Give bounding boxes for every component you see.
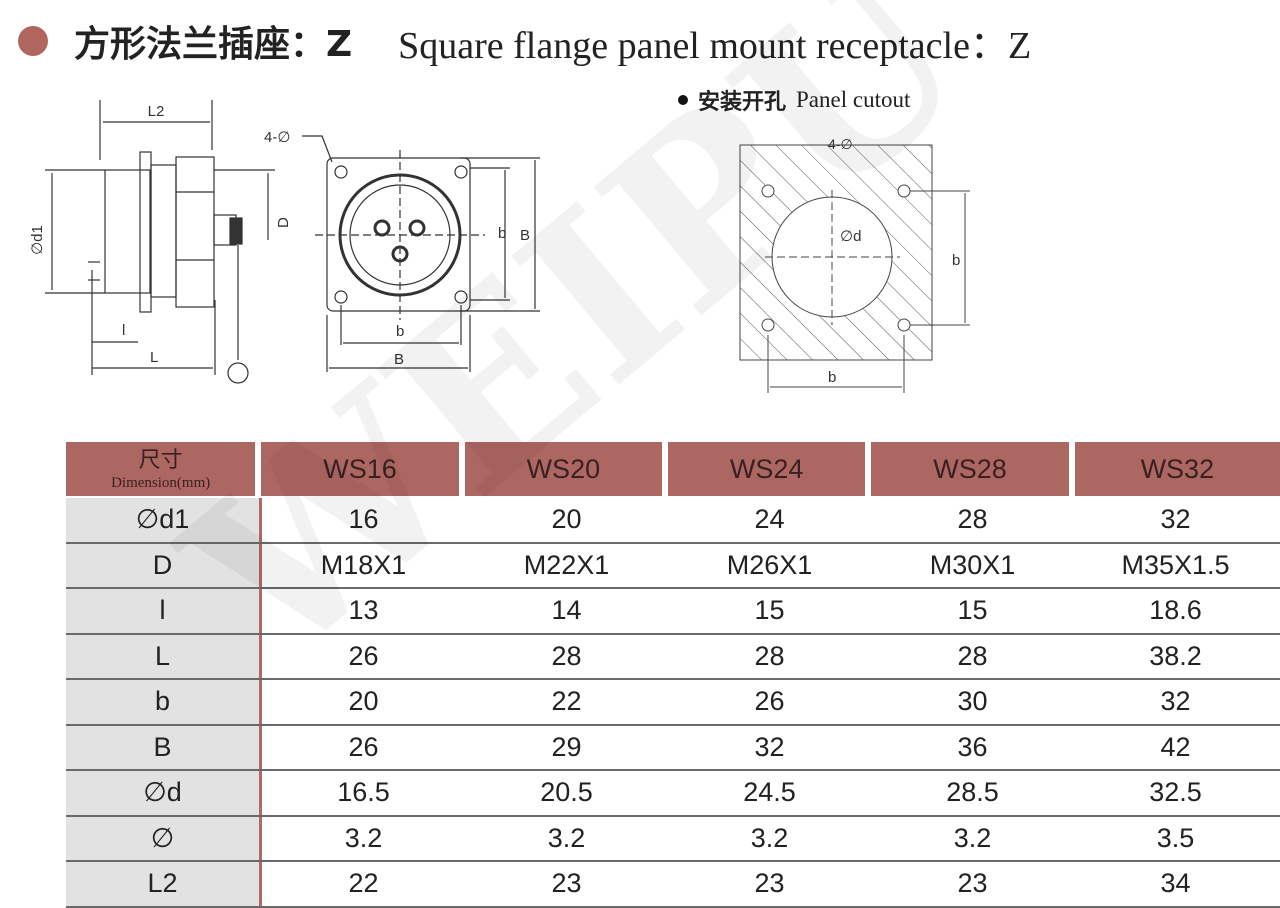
table-cell: 26 [348,640,379,671]
column-header: WS20 [464,442,663,496]
header-dimension-en: Dimension(mm) [111,474,211,491]
column-header: WS32 [1074,442,1280,496]
table-cell: 23 [754,868,785,899]
table-row: ∅d1 16 20 24 28 32 [66,498,1280,544]
row-label: ∅d [66,771,262,815]
table-cell: 3.5 [1156,822,1195,853]
table-cell: 23 [551,868,582,899]
column-header: WS28 [871,442,1069,496]
table-cell: 24 [754,504,785,535]
dimension-table: 尺寸 Dimension(mm) WS16 WS20 WS24 WS28 WS3… [66,442,1280,908]
panel-cutout-drawing: ∅d 4-∅ b b [739,136,970,393]
table-cell: 24.5 [743,777,796,808]
label-B: B [394,351,404,368]
table-cell: M30X1 [929,549,1016,580]
label-L2: L2 [148,103,165,120]
table-cell: M26X1 [726,549,813,580]
label-b: b [396,323,404,340]
label-d1: ∅d1 [29,225,46,255]
cutout-title-english: Panel cutout [796,87,911,112]
table-cell: 32 [754,731,785,762]
label-cutout-b: b [828,369,836,386]
table-cell: 3.2 [547,822,586,853]
table-cell: 28 [754,640,785,671]
table-cell: 28 [957,504,988,535]
title-bullet-icon [18,26,48,56]
table-cell: 3.2 [953,822,992,853]
label-d: ∅d [840,228,861,245]
table-cell: 28 [551,640,582,671]
table-row: B 26 29 32 36 42 [66,725,1280,771]
table-cell: 28.5 [946,777,999,808]
table-cell: 3.2 [750,822,789,853]
table-row: ∅ 3.2 3.2 3.2 3.2 3.5 [66,816,1280,862]
table-cell: 32 [1160,504,1191,535]
table-row: ∅d 16.5 20.5 24.5 28.5 32.5 [66,771,1280,817]
label-l: l [122,322,125,339]
table-cell: 42 [1160,731,1191,762]
table-cell: 38.2 [1149,640,1202,671]
label-b-vertical: b [498,225,506,242]
title-english: Square flange panel mount receptacle：Z [398,24,1032,67]
table-cell: 22 [348,868,379,899]
row-label: l [66,589,262,633]
table-cell: M35X1.5 [1121,549,1230,580]
label-holes: 4-∅ [264,129,290,146]
table-row: D M18X1 M22X1 M26X1 M30X1 M35X1.5 [66,543,1280,589]
label-D: D [275,217,292,228]
table-cell: 32 [1160,686,1191,717]
table-cell: 22 [551,686,582,717]
column-header: WS16 [261,442,459,496]
table-body: ∅d1 16 20 24 28 32 D M18X1 M22X1 M26X1 M30X1 M35X1.… [66,498,1280,908]
row-label: B [66,725,262,769]
row-label: L [66,634,262,678]
table-cell: 15 [957,595,988,626]
row-label: ∅d1 [66,498,262,542]
table-cell: 28 [957,640,988,671]
table-cell: 20 [348,686,379,717]
table-row: L2 22 23 23 23 34 [66,862,1280,908]
header-dimension: 尺寸 Dimension(mm) [66,442,256,496]
row-label: D [66,543,262,587]
table-cell: M18X1 [320,549,407,580]
table-cell: M22X1 [523,549,610,580]
table-header-row: 尺寸 Dimension(mm) WS16 WS20 WS24 WS28 WS3… [66,442,1280,498]
table-cell: 3.2 [344,822,383,853]
label-cutout-holes: 4-∅ [828,136,853,152]
table-cell: 32.5 [1149,777,1202,808]
table-row: b 20 22 26 30 32 [66,680,1280,726]
table-cell: 16 [348,504,379,535]
table-cell: 30 [957,686,988,717]
table-cell: 20.5 [540,777,593,808]
page-title: 方形法兰插座：Z Square flange panel mount recep… [18,14,1031,68]
row-label: L2 [66,862,262,906]
table-cell: 29 [551,731,582,762]
title-chinese: 方形法兰插座：Z [74,24,353,65]
table-cell: 13 [348,595,379,626]
table-cell: 26 [348,731,379,762]
header-dimension-cn: 尺寸 [138,447,183,473]
label-B-vertical: B [520,227,530,244]
table-cell: 26 [754,686,785,717]
table-row: L 26 28 28 28 38.2 [66,634,1280,680]
table-cell: 14 [551,595,582,626]
label-L: L [150,349,158,366]
table-cell: 34 [1160,868,1191,899]
table-cell: 23 [957,868,988,899]
front-view-drawing: 4-∅ b B b B [264,129,540,372]
table-cell: 36 [957,731,988,762]
table-row: l 13 14 15 15 18.6 [66,589,1280,635]
row-label: ∅ [66,816,262,860]
cutout-title-chinese: 安装开孔 [698,90,787,115]
side-view-drawing: L2 ∅d1 D l L [29,100,292,384]
column-header: WS24 [668,442,866,496]
row-label: b [66,680,262,724]
table-cell: 15 [754,595,785,626]
bullet-icon [678,95,688,105]
table-cell: 18.6 [1149,595,1202,626]
cutout-heading: 安装开孔 Panel cutout [678,84,910,116]
table-cell: 20 [551,504,582,535]
table-cell: 16.5 [337,777,390,808]
label-cutout-b-vertical: b [952,252,960,269]
